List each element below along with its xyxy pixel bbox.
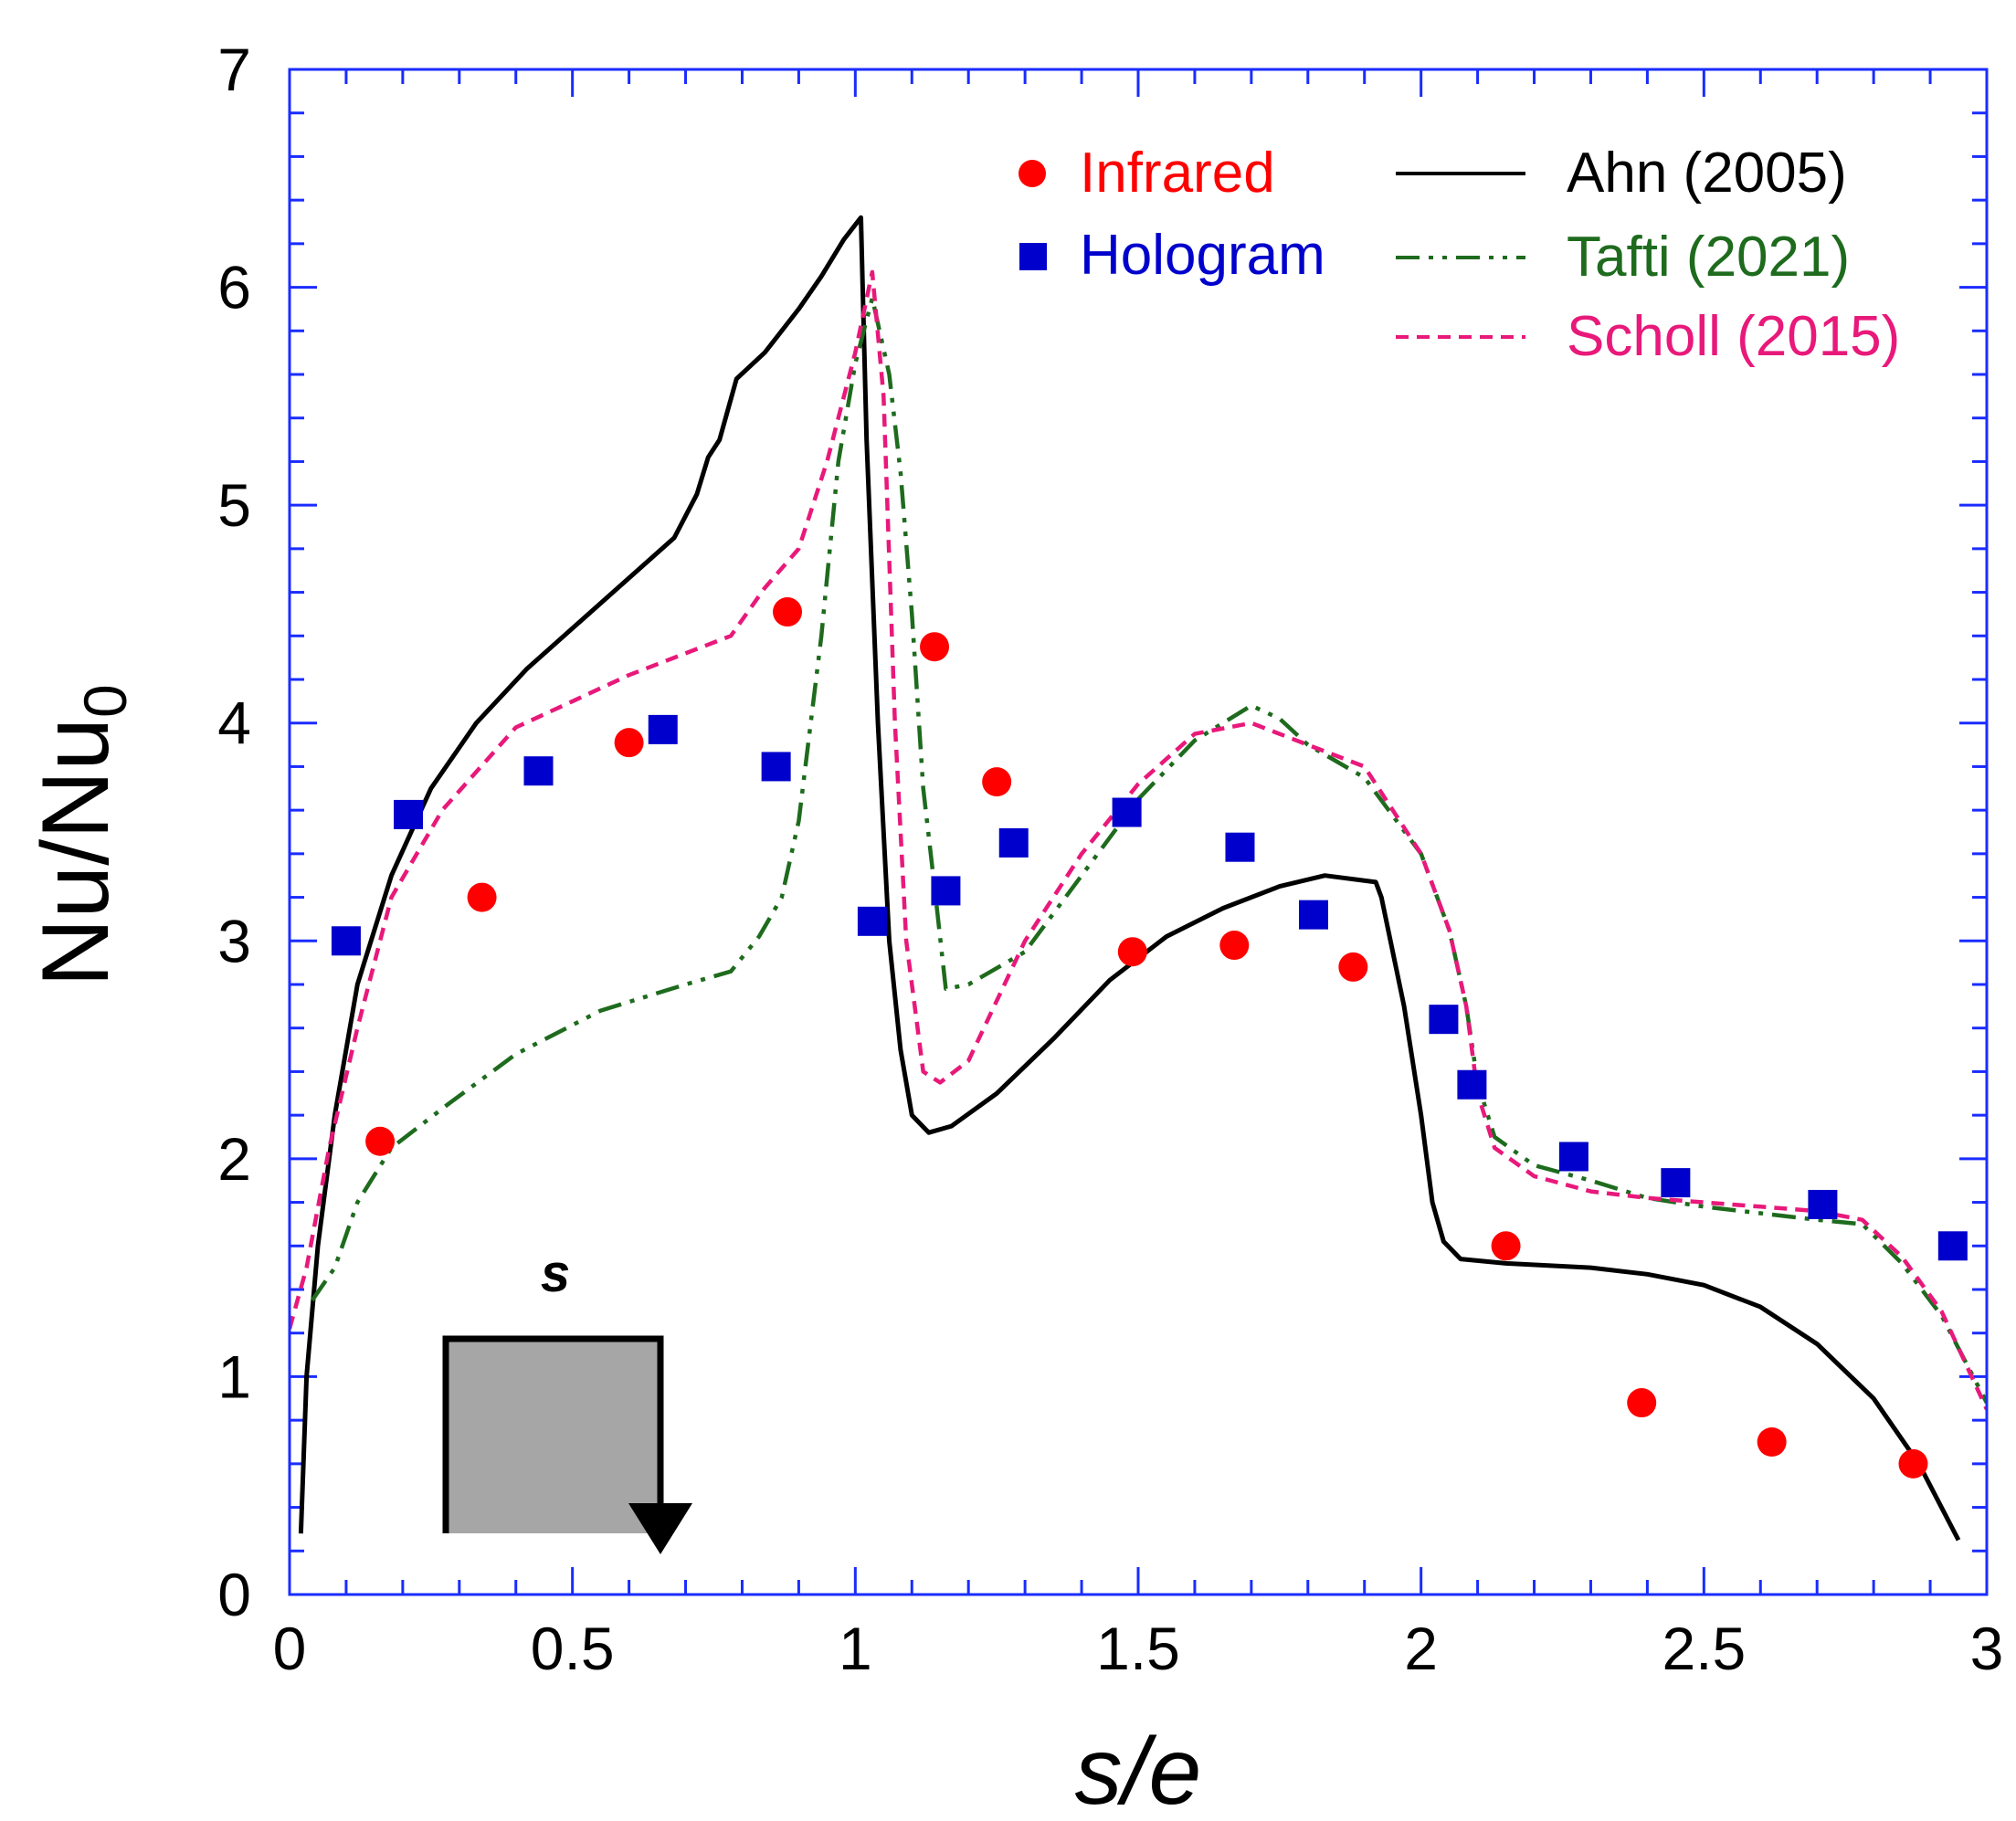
x-tick-label: 3 [1970, 1615, 2004, 1682]
x-tick-label: 0.5 [531, 1615, 615, 1682]
data-point-infrared [1757, 1427, 1787, 1457]
y-tick-label: 4 [217, 689, 251, 757]
data-point-infrared [1117, 937, 1147, 967]
y-tick-label: 7 [217, 36, 251, 103]
data-point-infrared [467, 882, 497, 912]
data-point-hologram [394, 799, 424, 829]
inset-path-line [442, 1335, 692, 1554]
legend-label-scholl: Scholl (2015) [1567, 305, 1900, 368]
legend-label-tafti: Tafti (2021) [1567, 226, 1850, 289]
legend-marker-infrared [1019, 160, 1046, 187]
y-tick-label: 1 [217, 1342, 251, 1410]
data-point-hologram [998, 827, 1029, 858]
y-tick-label: 2 [217, 1125, 251, 1193]
x-axis-title: s/e [1075, 1719, 1202, 1821]
data-point-infrared [1627, 1388, 1657, 1418]
y-axis-title-subscript: 0 [71, 684, 139, 718]
data-point-infrared [982, 767, 1012, 797]
legend-label-infrared: Infrared [1080, 142, 1275, 205]
data-point-hologram [1558, 1142, 1589, 1172]
series-line-tafti-2021 [310, 296, 1987, 1405]
tick-labels: 0 0.5 1 1.5 2 2.5 3 0 1 2 3 4 5 6 7 [217, 36, 2003, 1682]
data-point-hologram [1937, 1231, 1968, 1261]
y-tick-label: 0 [217, 1561, 251, 1628]
x-tick-label: 1 [839, 1615, 872, 1682]
data-point-hologram [1225, 832, 1255, 862]
data-point-hologram [648, 714, 678, 744]
data-point-infrared [1338, 952, 1368, 982]
y-tick-label: 5 [217, 471, 251, 539]
x-tick-label: 2 [1404, 1615, 1438, 1682]
data-point-hologram [331, 926, 361, 956]
legend-label-ahn: Ahn (2005) [1567, 142, 1847, 205]
inset-label: s [541, 1244, 570, 1303]
data-point-hologram [1112, 797, 1142, 827]
x-tick-label: 0 [273, 1615, 307, 1682]
data-point-hologram [857, 906, 887, 936]
series-line-ahn-2005 [298, 215, 1961, 1542]
data-point-hologram [523, 756, 554, 786]
inset-diagram: s [442, 1244, 692, 1554]
data-point-infrared [1491, 1231, 1521, 1261]
x-tick-label: 1.5 [1096, 1615, 1180, 1682]
data-point-infrared [920, 632, 950, 662]
y-tick-label: 6 [217, 254, 251, 321]
data-point-infrared [1898, 1448, 1928, 1479]
y-axis-title: Nu/Nu0 [23, 684, 139, 987]
data-point-hologram [761, 752, 791, 782]
legend-marker-hologram [1019, 243, 1047, 270]
x-tick-label: 2.5 [1662, 1615, 1746, 1682]
y-axis-title-main: Nu/Nu [23, 718, 129, 987]
legend-label-hologram: Hologram [1080, 224, 1325, 287]
data-point-infrared [1219, 931, 1250, 961]
plot-frame [288, 68, 1989, 1596]
series-line-scholl-2015 [290, 269, 1987, 1411]
legend: Infrared Hologram Ahn (2005) Tafti (2021… [1019, 142, 1900, 368]
data-point-hologram [1661, 1168, 1691, 1198]
data-point-hologram [1298, 900, 1328, 930]
data-point-hologram [1457, 1069, 1487, 1100]
data-point-hologram [1808, 1189, 1838, 1219]
data-point-hologram [1429, 1005, 1459, 1035]
y-tick-label: 3 [217, 907, 251, 974]
series-markers [331, 597, 1968, 1479]
inset-rib-block [446, 1339, 660, 1533]
data-point-infrared [773, 597, 803, 627]
data-point-infrared [614, 728, 644, 758]
series-lines [290, 215, 1987, 1542]
data-point-hologram [931, 876, 961, 906]
data-point-infrared [365, 1126, 396, 1156]
